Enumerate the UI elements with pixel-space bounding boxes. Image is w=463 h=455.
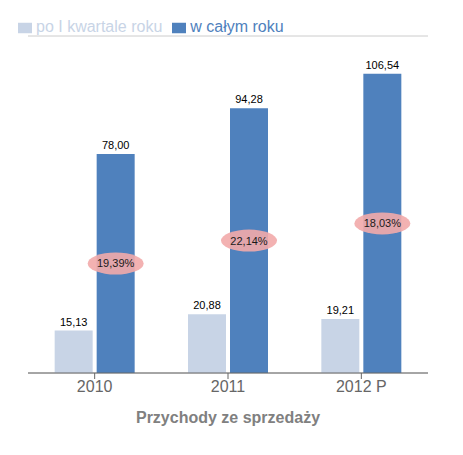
svg-text:20,88: 20,88 [193, 299, 221, 311]
svg-text:94,28: 94,28 [235, 93, 263, 105]
svg-text:2012 P: 2012 P [336, 378, 387, 395]
svg-text:2010: 2010 [77, 378, 113, 395]
svg-text:15,13: 15,13 [60, 316, 88, 328]
svg-text:19,21: 19,21 [327, 304, 355, 316]
svg-text:Przychody ze sprzedaży: Przychody ze sprzedaży [136, 409, 320, 426]
svg-text:19,39%: 19,39% [97, 257, 135, 269]
svg-text:78,00: 78,00 [102, 139, 130, 151]
html-text:po I kwartale roku: po I kwartale roku [36, 18, 163, 35]
svg-text:18,03%: 18,03% [364, 217, 402, 229]
svg-text:22,14%: 22,14% [230, 235, 268, 247]
svg-text:2011: 2011 [211, 378, 246, 395]
html-text:w całym roku: w całym roku [190, 18, 284, 35]
svg-text:106,54: 106,54 [366, 59, 400, 71]
